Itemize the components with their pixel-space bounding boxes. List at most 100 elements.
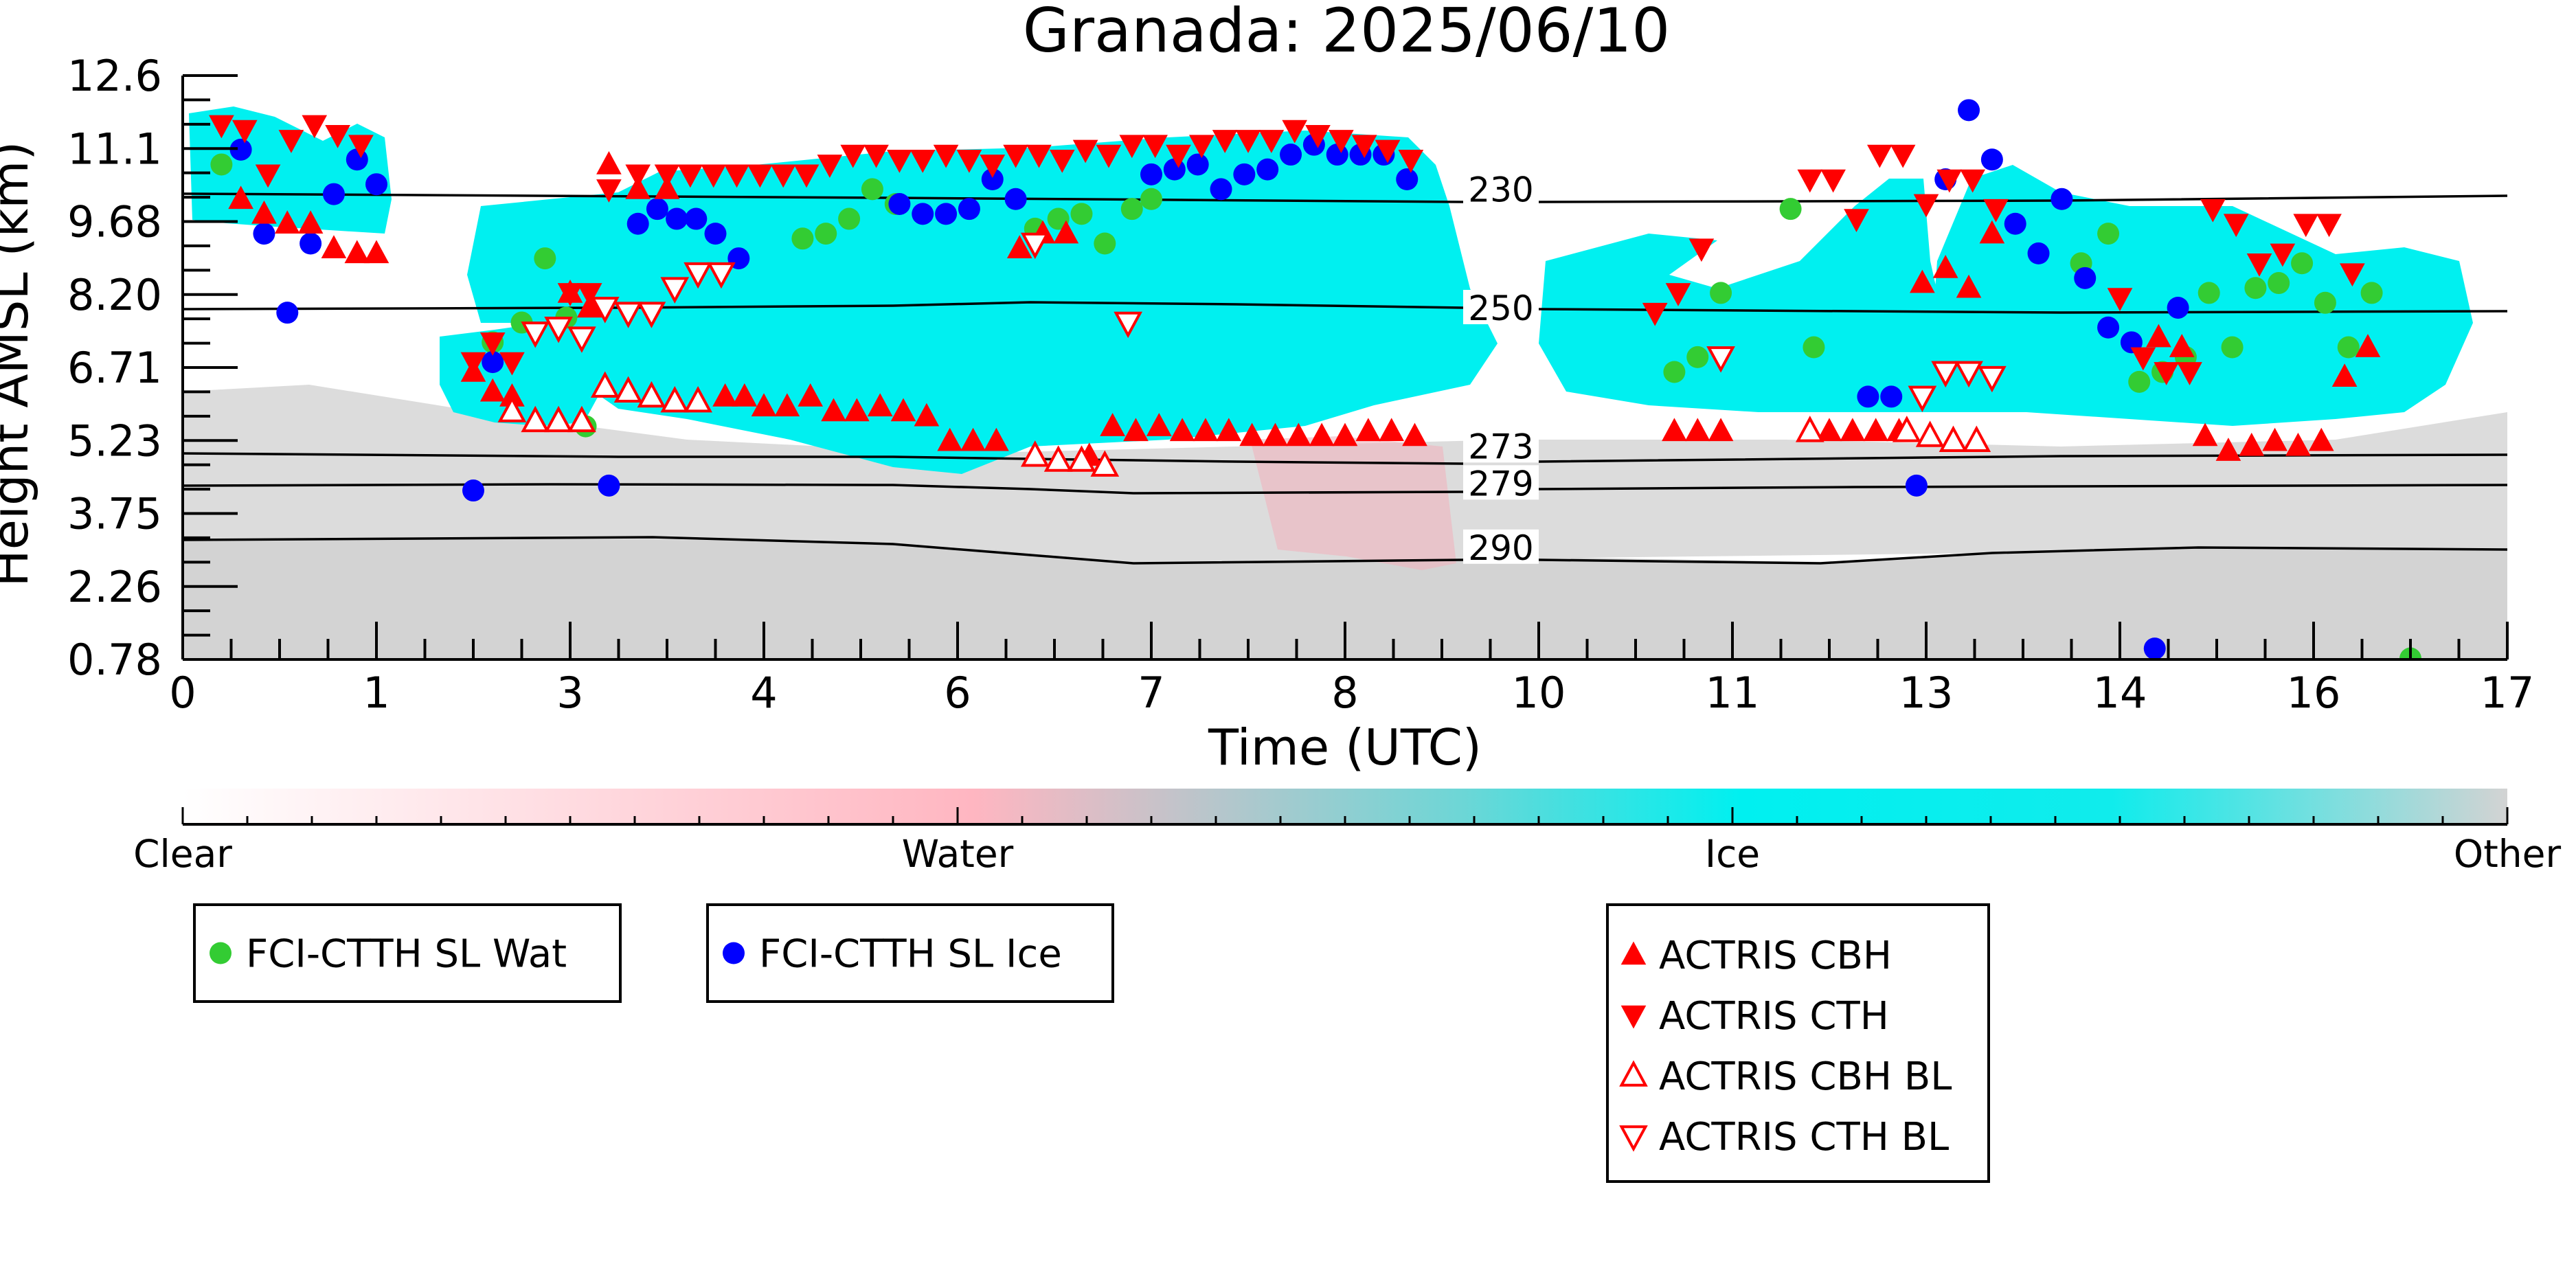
- isotherm-label-bg: [1463, 171, 1539, 206]
- data-point: [1043, 445, 1073, 472]
- data-point: [1983, 199, 2009, 223]
- data-point: [980, 155, 1006, 178]
- series: [497, 371, 1991, 477]
- x-ticks: 0 1 3 4 6 7 8 10 11 13 14 16 17: [169, 622, 2534, 718]
- data-point: [521, 405, 550, 433]
- data-point: [1932, 255, 1958, 278]
- x-tick-label: 16: [2287, 668, 2341, 718]
- data-point: [499, 352, 525, 376]
- data-point: [2244, 277, 2267, 300]
- data-point: [791, 227, 814, 250]
- data-point: [937, 427, 963, 451]
- data-point: [365, 173, 387, 196]
- data-point: [815, 223, 837, 245]
- data-point: [2177, 362, 2202, 385]
- data-point: [210, 153, 233, 176]
- series: [229, 99, 2189, 659]
- data-point: [497, 396, 527, 422]
- isotherm-label-bg: [1463, 465, 1539, 500]
- x-tick-label: 13: [1899, 668, 1954, 718]
- data-point: [1329, 130, 1354, 153]
- y-tick-label: 0.78: [67, 635, 162, 685]
- data-point: [2097, 316, 2120, 339]
- data-point: [1710, 282, 1732, 304]
- data-point: [1684, 418, 1710, 442]
- data-point: [704, 223, 727, 245]
- isotherm-label: 290: [1468, 528, 1533, 568]
- data-point: [2360, 282, 2383, 304]
- legend-frame: [1606, 903, 1990, 1183]
- legend-marker: [723, 942, 745, 964]
- ice-region-6: [1065, 165, 1250, 323]
- y-tick-label: 2.26: [67, 562, 162, 612]
- data-point: [2027, 242, 2050, 264]
- data-point: [626, 212, 649, 235]
- data-point: [1398, 149, 1424, 173]
- legends: FCI-CTTH SL Wat FCI-CTTH SL Ice ACTRIS CBH…: [193, 903, 1990, 1183]
- data-point: [276, 302, 299, 324]
- data-point: [2167, 296, 2189, 319]
- x-tick-label: 7: [1138, 668, 1164, 718]
- data-point: [1047, 207, 1070, 230]
- data-point: [2285, 432, 2311, 456]
- y-tick-label: 8.20: [67, 270, 162, 320]
- data-point: [1890, 144, 1916, 168]
- data-point: [666, 207, 688, 230]
- data-point: [890, 398, 916, 422]
- data-point: [1960, 169, 1986, 193]
- data-point: [2154, 362, 2180, 385]
- data-point: [229, 138, 252, 161]
- data-point: [1396, 168, 1419, 191]
- data-point: [747, 164, 773, 188]
- data-point: [1282, 120, 1308, 144]
- data-point: [346, 148, 368, 171]
- y-tick-label: 3.75: [67, 489, 162, 539]
- data-point: [231, 120, 258, 144]
- legend-box: ACTRIS CBH ACTRIS CTH ACTRIS CBH BL ACTRIS …: [1606, 903, 1990, 1183]
- data-point: [677, 164, 703, 188]
- data-point: [887, 149, 912, 173]
- data-point: [1285, 422, 1311, 447]
- data-point: [322, 183, 345, 205]
- data-point: [958, 198, 980, 221]
- x-axis-label: Time (UTC): [1208, 719, 1482, 776]
- data-point: [956, 149, 982, 173]
- data-point: [1355, 418, 1381, 442]
- data-point: [1931, 361, 1961, 388]
- data-point: [1779, 198, 1802, 221]
- data-point: [2314, 291, 2336, 314]
- data-point: [1142, 135, 1168, 159]
- data-point: [1797, 169, 1823, 193]
- data-point: [1070, 203, 1093, 225]
- data-point: [2192, 422, 2218, 447]
- data-point: [1003, 144, 1028, 168]
- data-point: [1233, 163, 1256, 185]
- data-point: [793, 164, 820, 188]
- x-tick-label: 10: [1512, 668, 1566, 718]
- data-point: [590, 297, 620, 324]
- data-point: [1820, 169, 1846, 193]
- data-point: [1688, 238, 1715, 262]
- data-point: [1979, 220, 2005, 244]
- data-point: [1094, 232, 1116, 255]
- data-point: [1239, 422, 1265, 447]
- data-point: [521, 321, 550, 348]
- data-point: [646, 198, 668, 221]
- data-point: [960, 427, 986, 451]
- data-point: [2262, 427, 2287, 451]
- data-point: [1258, 130, 1285, 153]
- colorbar-label: Ice: [1705, 832, 1760, 876]
- data-point: [637, 381, 666, 408]
- data-point: [557, 283, 583, 306]
- data-point: [2270, 243, 2296, 267]
- data-point: [2337, 336, 2360, 359]
- x-tick-label: 1: [363, 668, 389, 718]
- x-tick-label: 0: [169, 668, 196, 718]
- data-point: [2074, 267, 2097, 289]
- data-point: [914, 403, 940, 427]
- data-point: [821, 398, 846, 422]
- legend-box: FCI-CTTH SL Wat: [193, 903, 622, 1003]
- data-point: [344, 240, 370, 264]
- data-point: [1795, 416, 1824, 442]
